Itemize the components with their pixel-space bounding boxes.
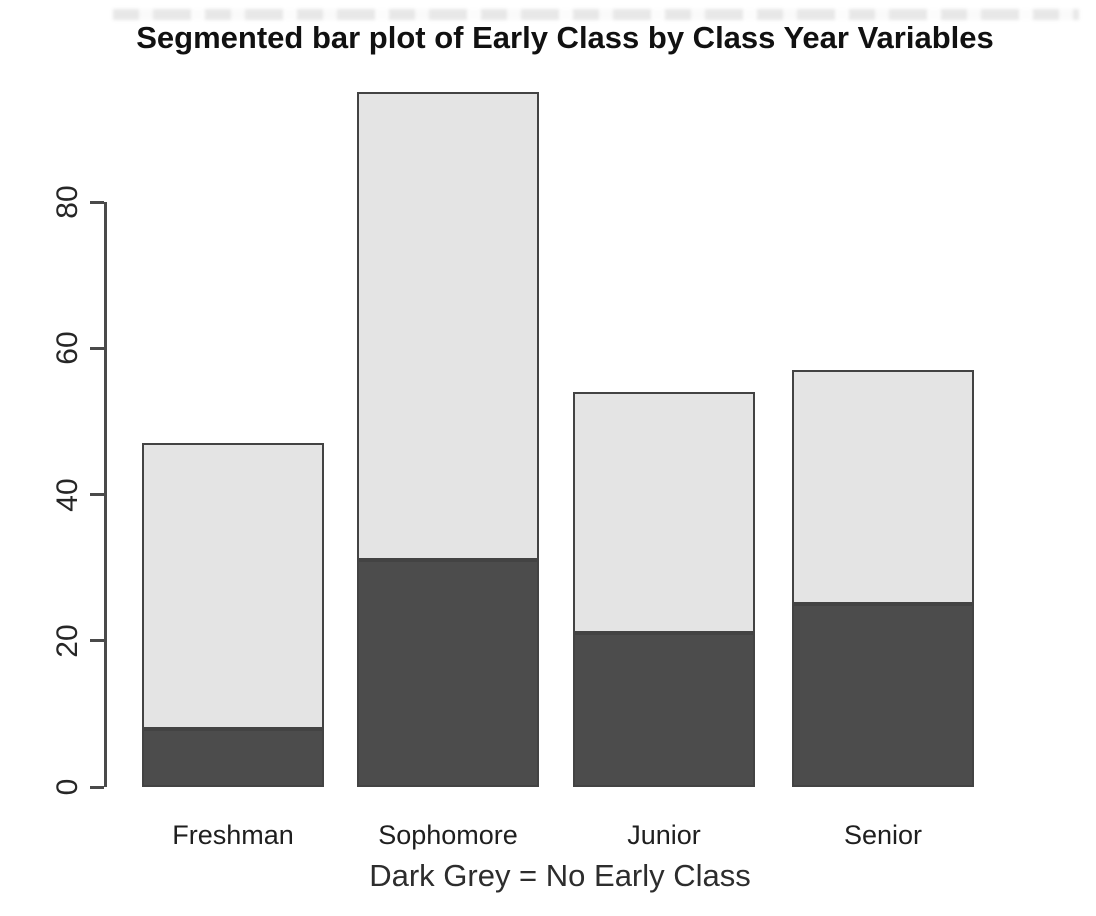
x-category-label: Junior <box>627 820 701 850</box>
bar-segment-freshman-early-class <box>142 443 324 729</box>
bar-segment-junior-no-early-class <box>573 633 755 787</box>
x-axis-caption: Dark Grey = No Early Class <box>369 858 751 893</box>
y-axis-tick <box>90 639 104 643</box>
y-axis-tick <box>90 346 104 350</box>
x-category-label: Senior <box>843 820 923 850</box>
y-tick-label: 60 <box>51 331 84 365</box>
y-axis-tick <box>90 200 104 204</box>
y-tick-label: 40 <box>51 477 84 512</box>
y-axis-tick <box>90 785 104 789</box>
x-category-label: Freshman <box>172 820 294 850</box>
bar-segment-junior-early-class <box>573 392 755 634</box>
bar-segment-senior-no-early-class <box>792 604 974 787</box>
y-axis-line <box>104 202 107 787</box>
y-tick-label: 80 <box>51 185 84 219</box>
y-tick-label: 20 <box>51 624 84 658</box>
cropped-text-artifact <box>113 9 1079 20</box>
y-axis-tick <box>90 493 104 496</box>
bar-segment-senior-early-class <box>792 370 974 605</box>
chart-title: Segmented bar plot of Early Class by Cla… <box>136 20 994 55</box>
y-tick-label: 0 <box>51 778 84 796</box>
x-category-label: Sophomore <box>378 820 518 850</box>
bar-segment-sophomore-early-class <box>357 92 539 561</box>
bar-segment-sophomore-no-early-class <box>357 560 539 787</box>
bar-segment-freshman-no-early-class <box>142 728 324 787</box>
